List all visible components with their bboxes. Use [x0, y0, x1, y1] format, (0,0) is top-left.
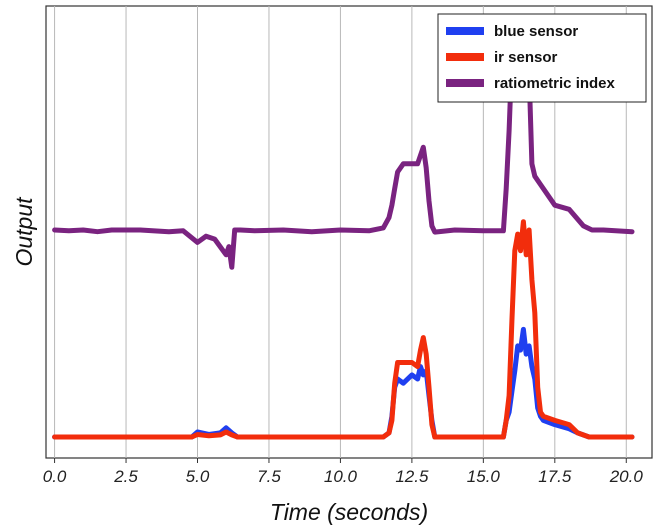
series-line-ir-sensor — [52, 219, 635, 440]
x-tick-label: 20.0 — [609, 467, 644, 486]
x-axis-ticks: 0.0 2.5 5.0 7.5 10.0 12.5 15.0 17.5 20.0 — [43, 458, 644, 486]
legend-label: blue sensor — [494, 23, 578, 40]
x-tick-label: 7.5 — [257, 467, 281, 486]
x-tick-label: 0.0 — [43, 467, 67, 486]
x-tick-label: 12.5 — [395, 467, 429, 486]
x-axis-label: Time (seconds) — [270, 499, 428, 525]
legend-label: ir sensor — [494, 49, 558, 66]
x-tick-label: 2.5 — [113, 467, 138, 486]
x-tick-label: 5.0 — [186, 467, 210, 486]
legend-label: ratiometric index — [494, 75, 616, 92]
legend: blue sensor ir sensor ratiometric index — [437, 13, 647, 103]
x-tick-label: 17.5 — [538, 467, 572, 486]
y-axis-label: Output — [11, 196, 37, 267]
x-tick-label: 10.0 — [324, 467, 358, 486]
x-tick-label: 15.0 — [467, 467, 501, 486]
